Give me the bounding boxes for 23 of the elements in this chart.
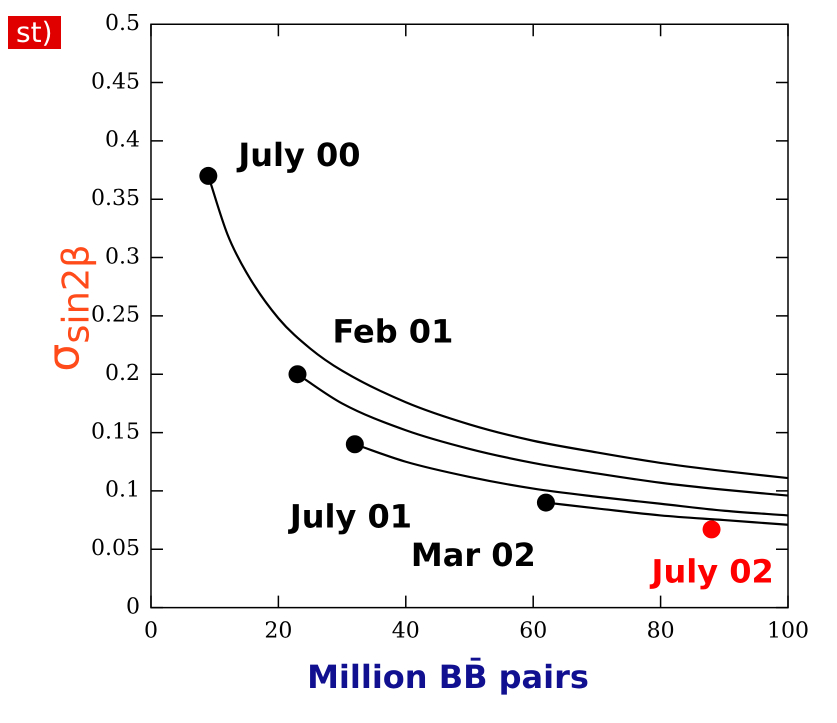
data-label: Feb 01 <box>332 312 454 351</box>
data-label: July 00 <box>236 136 361 174</box>
y-tick-label: 0.4 <box>104 128 140 153</box>
x-tick-label: 0 <box>144 618 158 644</box>
y-tick-label: 0.15 <box>91 419 140 444</box>
x-tick-label: 100 <box>767 618 809 644</box>
y-tick-label: 0.45 <box>91 69 140 94</box>
data-label: Mar 02 <box>410 536 536 574</box>
x-tick-label: 60 <box>519 618 548 644</box>
y-tick-label: 0.05 <box>91 536 140 561</box>
y-tick-label: 0.1 <box>104 478 140 503</box>
y-tick-label: 0.5 <box>104 10 140 36</box>
x-tick-label: 80 <box>646 618 675 644</box>
text: st) <box>8 16 60 49</box>
y-tick-label: 0.2 <box>104 360 140 386</box>
y-tick-label: 0 <box>126 594 140 620</box>
x-axis-title: Million BB̄ pairs <box>306 658 590 696</box>
data-label: July 01 <box>288 498 412 536</box>
x-tick-label: 20 <box>264 618 292 644</box>
data-label: July 02 <box>650 552 774 591</box>
y-tick-label: 0.3 <box>104 244 140 270</box>
y-tick-label: 0.35 <box>91 186 140 211</box>
x-tick-label: 40 <box>392 618 420 644</box>
